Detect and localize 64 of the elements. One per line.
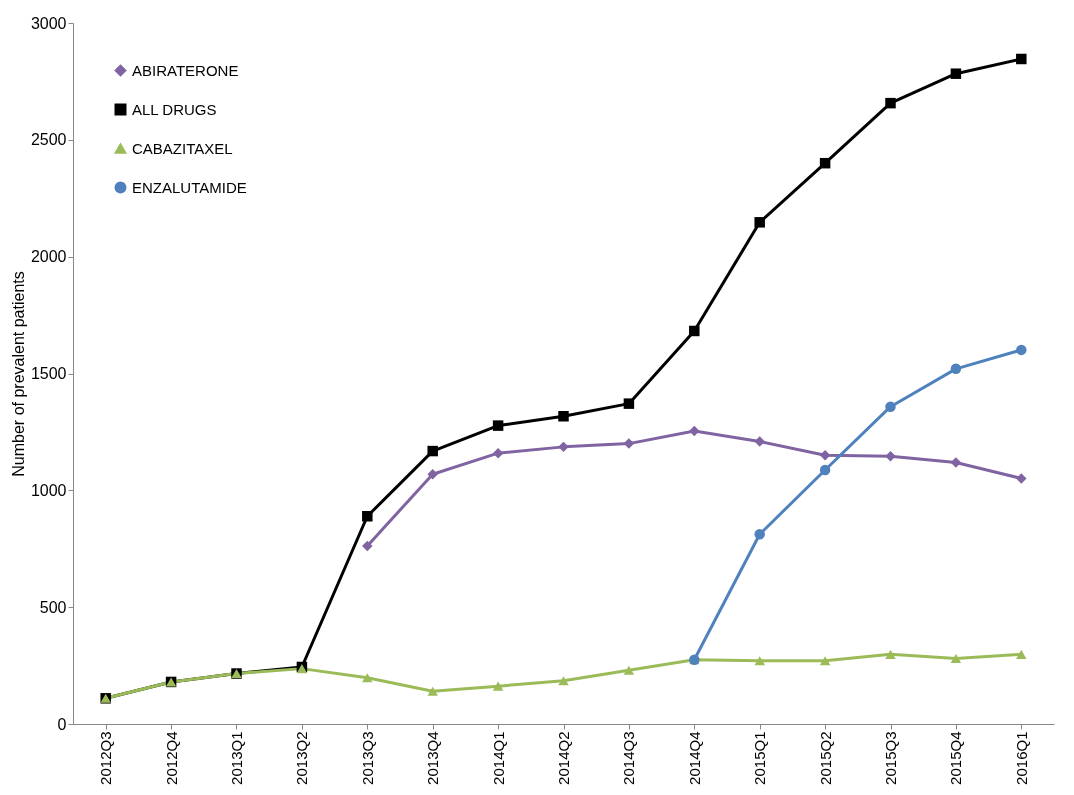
y-tick-label: 1000	[30, 481, 67, 499]
point	[1016, 344, 1027, 356]
point	[819, 157, 831, 169]
point	[754, 656, 765, 666]
x-tick-label: 2015Q3	[882, 731, 899, 785]
point	[885, 97, 896, 109]
point	[754, 436, 765, 447]
y-tick-label: 0	[57, 715, 67, 733]
point	[754, 529, 765, 540]
point	[950, 457, 962, 468]
x-tick-label: 2012Q4	[162, 731, 180, 785]
point	[492, 420, 504, 431]
point	[427, 445, 438, 457]
point	[558, 676, 569, 686]
point	[950, 363, 962, 375]
x-tick-label: 2016Q1	[1012, 731, 1030, 785]
point	[950, 654, 962, 664]
point	[819, 656, 831, 666]
point	[492, 447, 504, 459]
point	[623, 398, 635, 409]
point	[427, 468, 438, 480]
x-tick-label: 2013Q3	[358, 731, 376, 785]
point	[885, 401, 896, 412]
legend-label: CABAZITAXEL	[132, 139, 233, 157]
x-tick-label: 2014Q2	[555, 731, 572, 785]
legend-label: ENZALUTAMIDE	[132, 178, 247, 196]
y-tick-label: 2500	[30, 131, 67, 149]
y-tick-label: 1500	[30, 365, 67, 382]
point	[623, 665, 635, 675]
point	[950, 68, 962, 79]
point	[754, 217, 765, 228]
x-tick-label: 2013Q1	[228, 731, 245, 785]
point	[1016, 53, 1027, 65]
y-tick-label: 3000	[30, 14, 67, 32]
x-tick-label: 2014Q3	[620, 731, 638, 785]
y-tick-label: 2000	[30, 248, 67, 266]
point	[819, 450, 831, 461]
point	[689, 325, 700, 337]
point	[558, 411, 569, 422]
point	[362, 673, 373, 683]
y-tick-label: 500	[39, 598, 67, 616]
x-tick-label: 2014Q1	[489, 731, 507, 785]
point	[1016, 649, 1027, 659]
legend-label: ABIRATERONE	[132, 61, 239, 79]
x-tick-label: 2013Q4	[424, 731, 442, 785]
point	[1016, 473, 1027, 484]
point	[885, 450, 896, 462]
x-tick-label: 2015Q1	[751, 731, 769, 785]
point	[362, 511, 373, 522]
legend-label: ALL DRUGS	[132, 100, 217, 118]
point	[819, 464, 831, 476]
x-tick-label: 2013Q2	[293, 731, 311, 785]
x-tick-label: 2015Q2	[816, 731, 834, 785]
point	[689, 425, 700, 437]
x-tick-label: 2015Q4	[947, 731, 965, 785]
point	[558, 441, 569, 453]
y-axis-title: Number of prevalent patients	[9, 271, 27, 477]
x-tick-label: 2012Q3	[97, 731, 115, 785]
point	[492, 681, 504, 691]
x-tick-label: 2014Q4	[685, 731, 703, 785]
point	[885, 649, 896, 659]
point	[362, 540, 373, 552]
point	[623, 438, 635, 449]
point	[427, 686, 438, 696]
